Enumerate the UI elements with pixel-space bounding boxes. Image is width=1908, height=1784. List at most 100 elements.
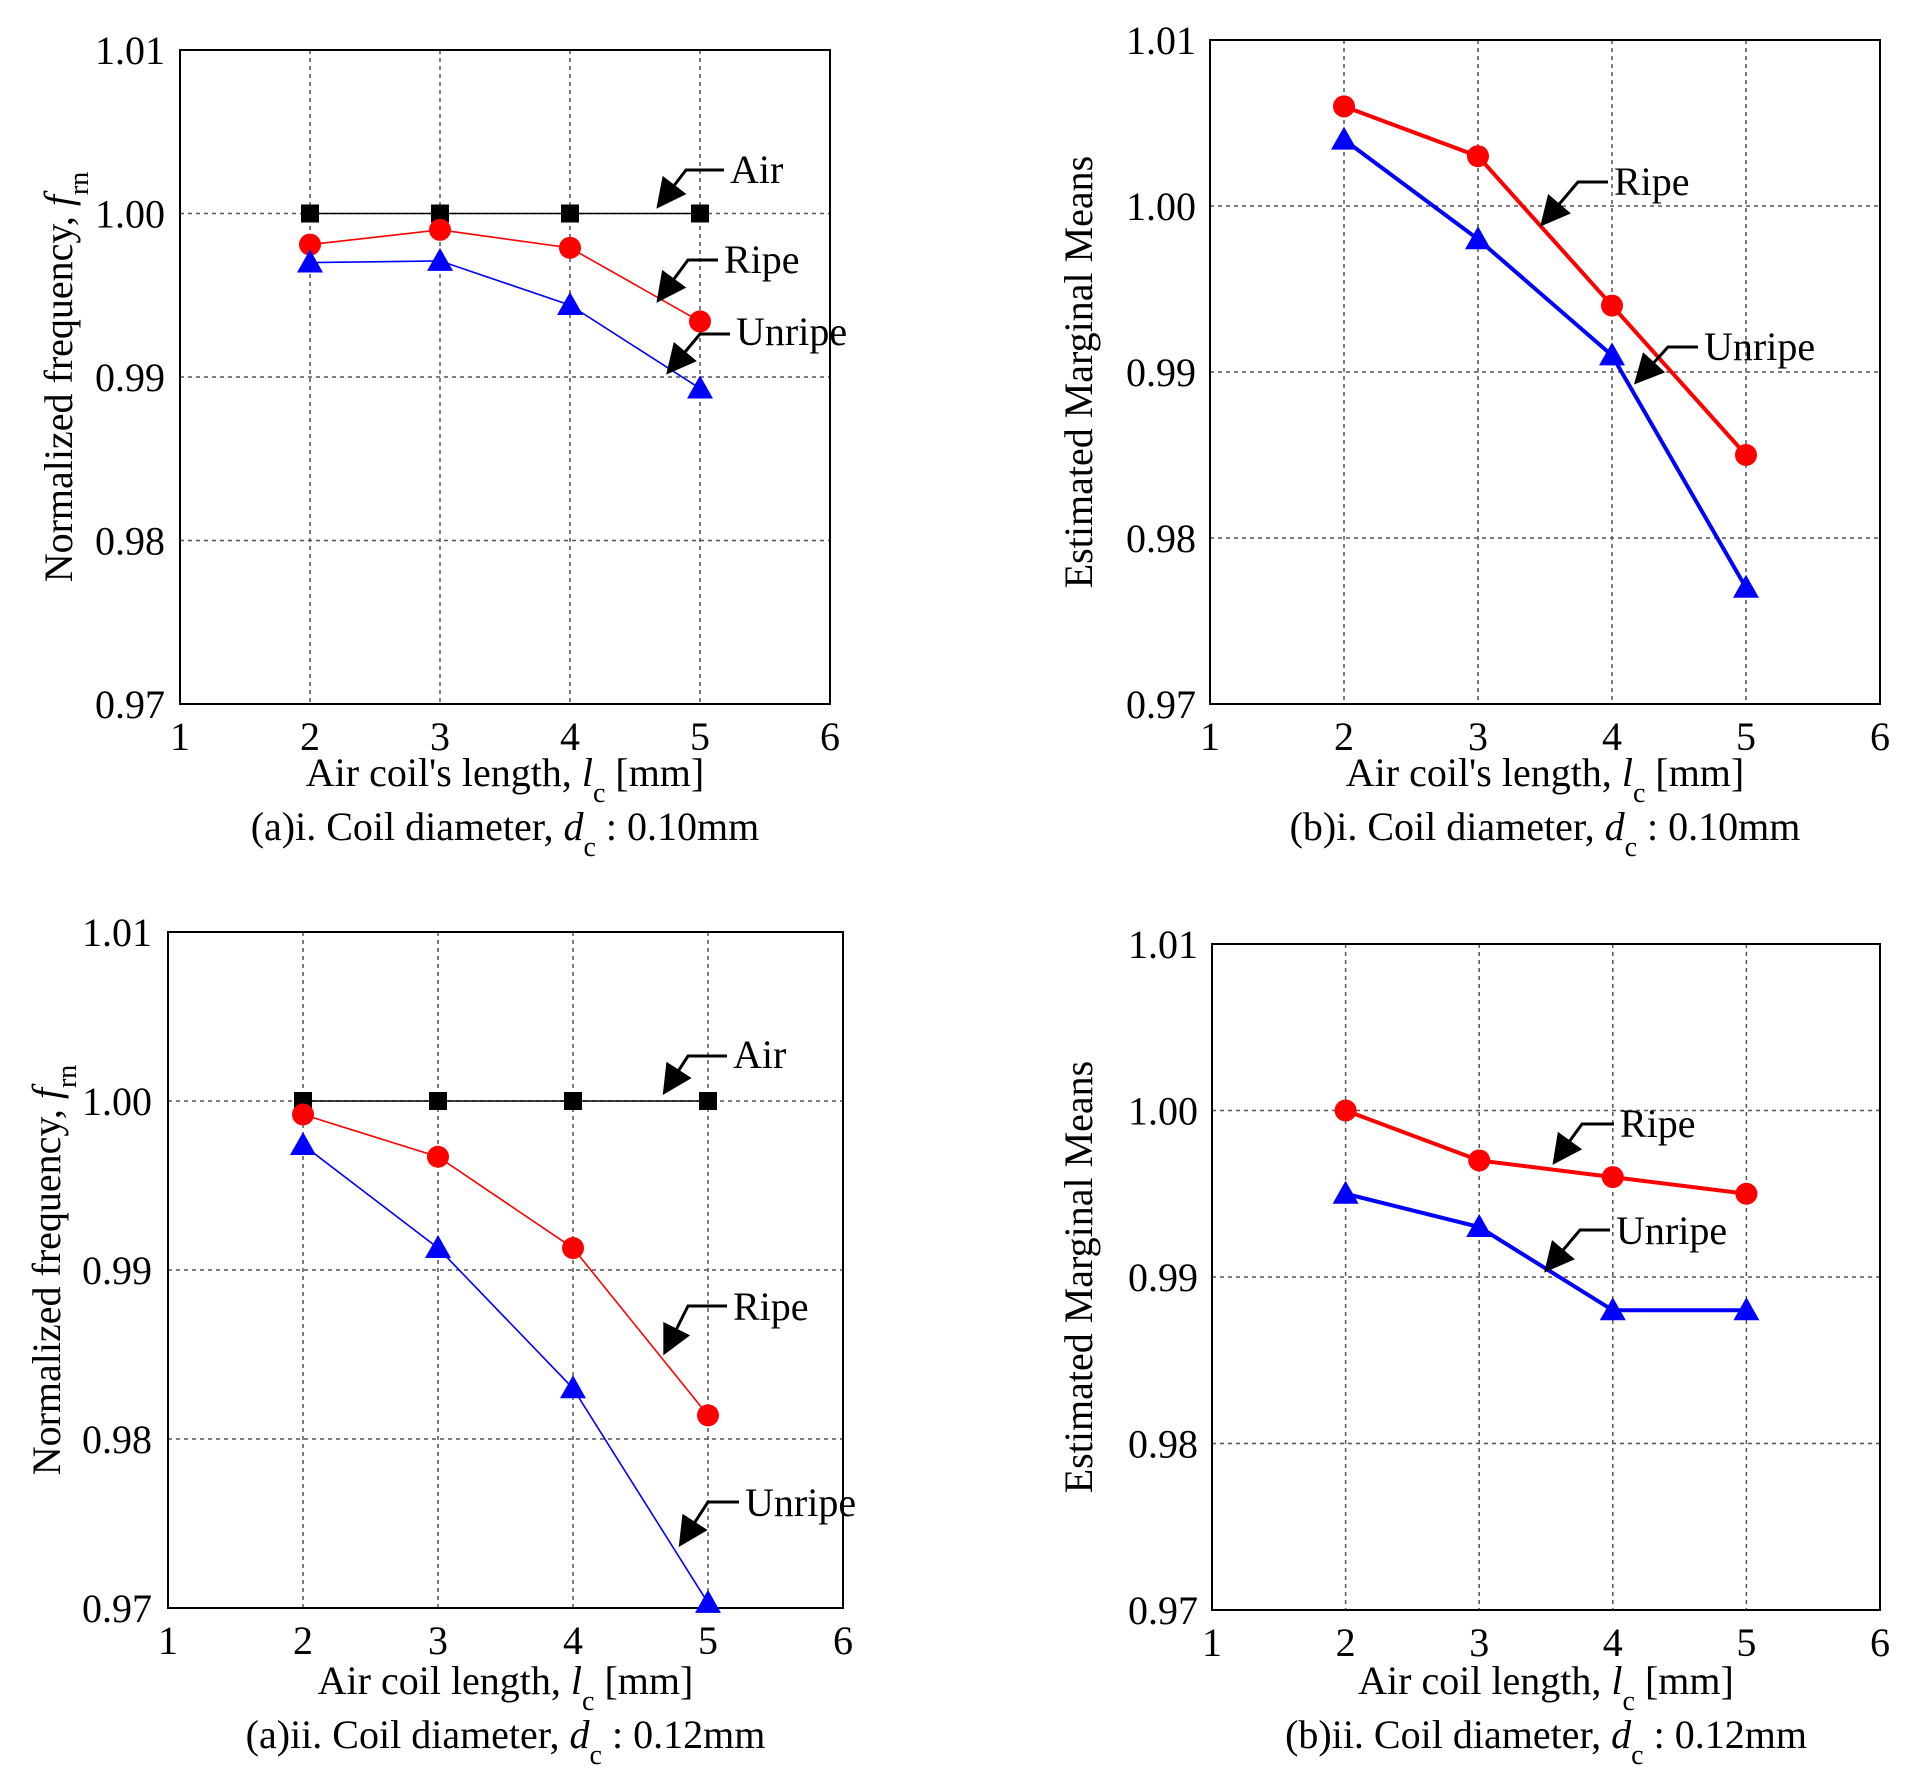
data-point-unripe bbox=[687, 375, 713, 399]
x-tick-label: 2 bbox=[300, 714, 320, 759]
x-tick-label: 6 bbox=[820, 714, 840, 759]
annotation-label: Unripe bbox=[736, 309, 847, 354]
x-axis-label: Air coil's length, lc [mm] bbox=[1346, 750, 1745, 809]
annotation-arrow bbox=[678, 1500, 739, 1548]
data-point-unripe bbox=[1332, 1180, 1359, 1204]
y-tick-label: 1.00 bbox=[1126, 184, 1196, 229]
chart-panel-b-ii: 1 2 3 4 5 6 0.97 0.98 0.99 1.00 1.01 Air coil lengt… bbox=[1056, 922, 1890, 1771]
data-point-air bbox=[691, 204, 709, 223]
annotation-label: Ripe bbox=[1614, 159, 1690, 204]
x-tick-label: 5 bbox=[690, 714, 710, 759]
y-tick-label: 0.99 bbox=[82, 1248, 152, 1293]
annotation-arrow bbox=[656, 258, 718, 303]
annotation-unripe: Unripe bbox=[678, 1480, 856, 1548]
data-point-air bbox=[564, 1092, 582, 1110]
series-ripe bbox=[1334, 1099, 1758, 1205]
data-point-unripe bbox=[1599, 1297, 1626, 1321]
y-axis-label: Normalized frequency, frn bbox=[24, 1065, 83, 1476]
y-tick-label: 0.99 bbox=[1128, 1255, 1198, 1300]
panel-caption: (a)i. Coil diameter, dc : 0.10mm bbox=[251, 804, 760, 863]
annotation-ripe: Ripe bbox=[1552, 1101, 1696, 1165]
annotation-air: Air bbox=[662, 1032, 786, 1096]
y-axis-label: Estimated Marginal Means bbox=[1056, 1061, 1101, 1494]
x-tick-label: 2 bbox=[1334, 714, 1354, 759]
data-point-unripe bbox=[297, 249, 323, 273]
annotation-arrow bbox=[1633, 345, 1698, 385]
chart-panel-b-i: 1 2 3 4 5 6 0.97 0.98 0.99 1.00 1.01 Air coil's len… bbox=[1056, 18, 1890, 863]
y-axis-label: Normalized frequency, frn bbox=[36, 172, 95, 583]
chart-panel-a-i: 1 2 3 4 5 6 0.97 0.98 0.99 1.00 1.01 Air coil's len… bbox=[36, 28, 847, 863]
annotation-label: Ripe bbox=[724, 237, 800, 282]
data-point-unripe bbox=[1465, 226, 1491, 250]
data-point-unripe bbox=[1466, 1214, 1493, 1238]
series-air bbox=[294, 1092, 717, 1110]
annotation-ripe: Ripe bbox=[663, 1284, 809, 1356]
data-point-ripe bbox=[427, 1145, 449, 1168]
series-ripe bbox=[1333, 95, 1757, 466]
data-point-ripe bbox=[1735, 444, 1757, 466]
data-point-unripe bbox=[290, 1131, 316, 1155]
plot-frame bbox=[1209, 39, 1881, 705]
data-point-ripe bbox=[1334, 1099, 1357, 1122]
data-point-ripe bbox=[1735, 1182, 1758, 1205]
x-axis-label: Air coil length, lc [mm] bbox=[1358, 1658, 1734, 1717]
panel-caption: (a)ii. Coil diameter, dc : 0.12mm bbox=[246, 1712, 766, 1771]
series-line-ripe bbox=[1343, 104, 1748, 457]
x-tick-label: 5 bbox=[698, 1618, 718, 1663]
series-ripe bbox=[299, 218, 711, 333]
annotation-arrow bbox=[1552, 1122, 1614, 1165]
annotation-arrow bbox=[662, 1054, 727, 1096]
series-unripe bbox=[290, 1131, 721, 1613]
y-tick-label: 1.01 bbox=[82, 910, 152, 955]
x-tick-label: 2 bbox=[293, 1618, 313, 1663]
y-axis-label: Estimated Marginal Means bbox=[1056, 156, 1101, 589]
x-tick-label: 6 bbox=[833, 1618, 853, 1663]
x-tick-label: 3 bbox=[1468, 714, 1488, 759]
x-tick-label: 4 bbox=[1603, 1620, 1623, 1665]
y-tick-label: 0.97 bbox=[95, 682, 165, 727]
data-point-air bbox=[429, 1092, 447, 1110]
annotation-label: Air bbox=[733, 1032, 786, 1077]
data-point-air bbox=[301, 204, 319, 223]
data-point-ripe bbox=[299, 233, 321, 256]
data-point-air bbox=[431, 204, 449, 223]
data-point-unripe bbox=[695, 1589, 721, 1613]
annotation-label: Unripe bbox=[745, 1480, 856, 1525]
annotation-label: Unripe bbox=[1616, 1208, 1727, 1253]
annotation-label: Ripe bbox=[733, 1284, 809, 1329]
data-point-air bbox=[561, 204, 579, 223]
data-point-unripe bbox=[427, 247, 453, 271]
x-tick-label: 3 bbox=[428, 1618, 448, 1663]
x-axis-label: Air coil length, lc [mm] bbox=[318, 1658, 694, 1717]
annotation-label: Ripe bbox=[1620, 1101, 1696, 1146]
annotation-arrow bbox=[663, 1304, 727, 1356]
series-line-ripe bbox=[309, 229, 701, 323]
data-point-ripe bbox=[1468, 1149, 1491, 1172]
data-point-ripe bbox=[559, 236, 581, 259]
annotation-unripe: Unripe bbox=[666, 309, 847, 375]
annotation-arrow bbox=[1540, 180, 1608, 227]
y-tick-label: 1.01 bbox=[1126, 18, 1196, 63]
data-point-ripe bbox=[1601, 294, 1623, 317]
x-tick-label: 2 bbox=[1336, 1620, 1356, 1665]
data-point-unripe bbox=[557, 292, 583, 316]
data-point-unripe bbox=[1331, 126, 1357, 150]
x-tick-label: 6 bbox=[1870, 1620, 1890, 1665]
y-tick-label: 1.00 bbox=[95, 192, 165, 237]
panel-caption: (b)ii. Coil diameter, dc : 0.12mm bbox=[1285, 1712, 1807, 1771]
data-point-unripe bbox=[1733, 1297, 1760, 1321]
x-axis-label: Air coil's length, lc [mm] bbox=[306, 750, 705, 809]
series-line-ripe bbox=[302, 1113, 709, 1416]
y-tick-label: 0.98 bbox=[82, 1417, 152, 1462]
y-tick-label: 0.98 bbox=[1128, 1422, 1198, 1467]
data-point-ripe bbox=[689, 310, 711, 333]
annotation-arrow bbox=[1544, 1228, 1610, 1273]
annotation-label: Air bbox=[730, 147, 783, 192]
plot-frame bbox=[1211, 943, 1881, 1611]
series-unripe bbox=[297, 247, 713, 399]
x-tick-label: 4 bbox=[560, 714, 580, 759]
x-tick-label: 1 bbox=[158, 1618, 178, 1663]
series-line-unripe bbox=[302, 1144, 709, 1604]
y-tick-label: 1.01 bbox=[1128, 922, 1198, 967]
series-line-unripe bbox=[309, 260, 701, 390]
